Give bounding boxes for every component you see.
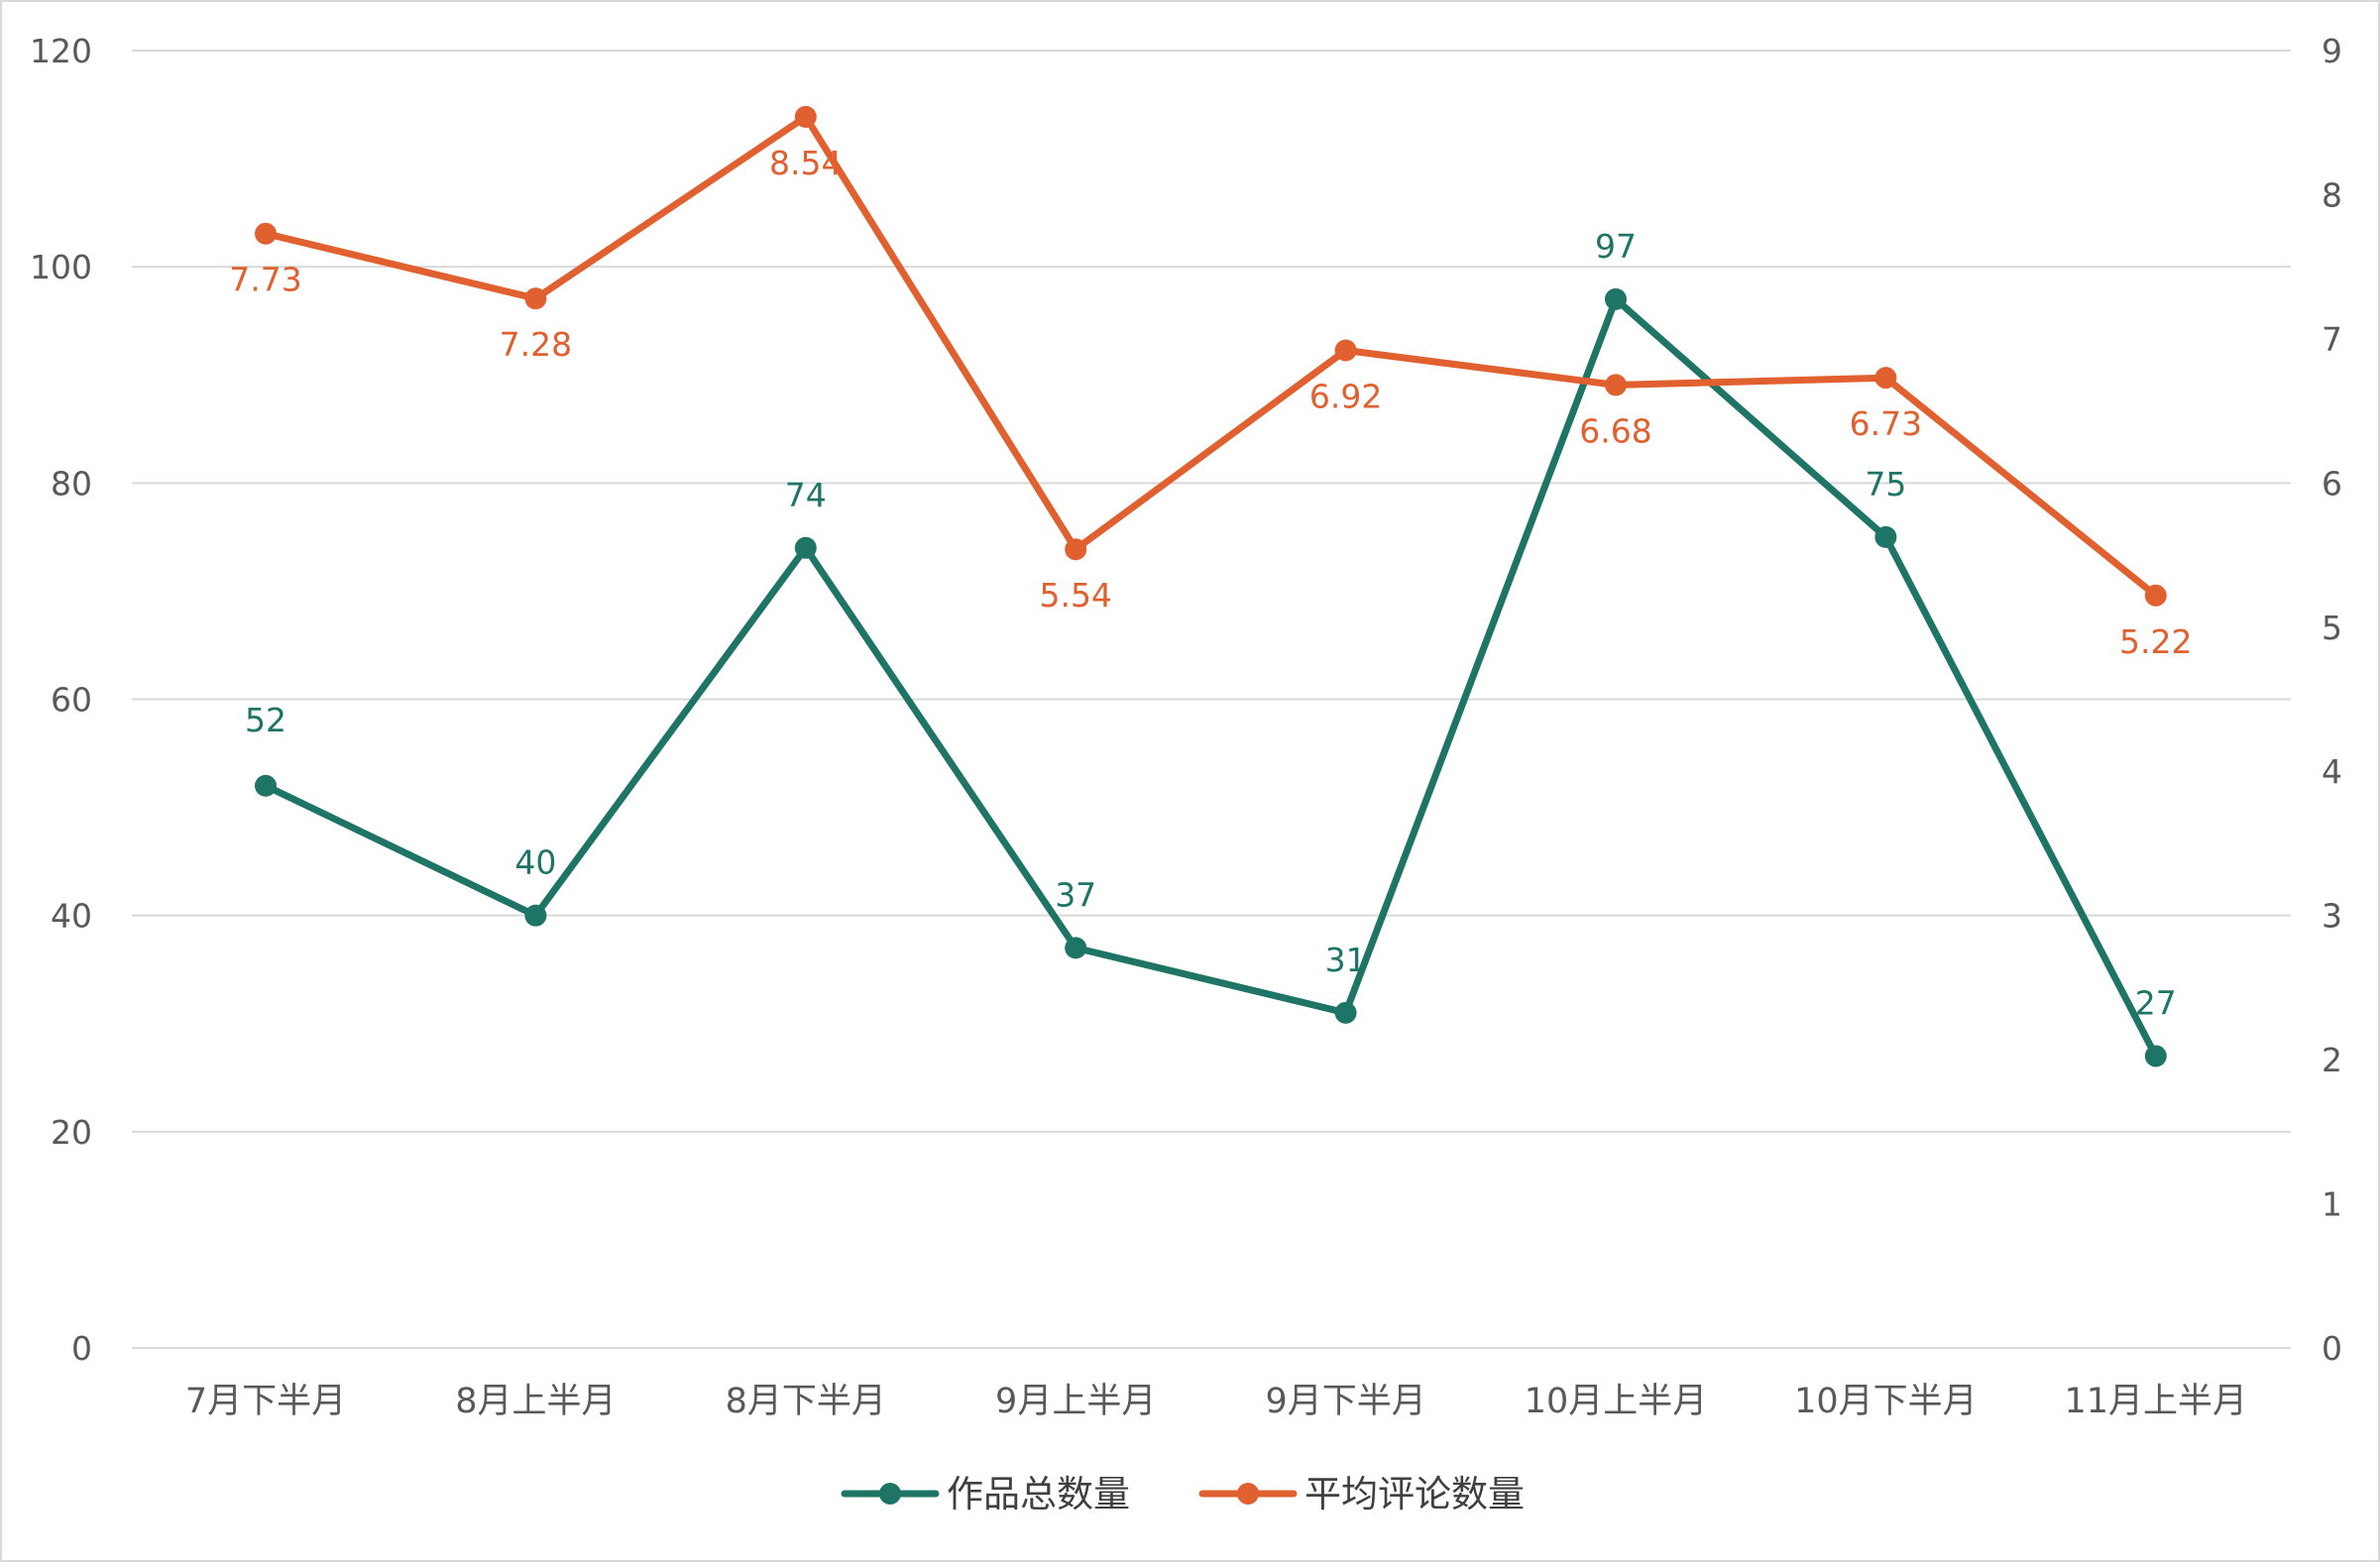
gridlines (132, 50, 2291, 1349)
data-point (2144, 1045, 2167, 1067)
x-tick-label: 8月下半月 (726, 1382, 886, 1421)
y-right-tick-label: 0 (2322, 1329, 2342, 1368)
data-point (2144, 584, 2167, 607)
data-point (1874, 525, 1897, 548)
data-point (1334, 339, 1357, 362)
y-right-tick-label: 2 (2322, 1041, 2342, 1079)
x-tick-label: 8月上半月 (455, 1382, 616, 1421)
data-label: 5.54 (1039, 576, 1111, 615)
x-axis: 7月下半月 8月上半月 8月下半月 9月上半月 9月下半月 10月上半月 10月下半月 11月… (185, 1382, 2247, 1421)
x-tick-label: 10月下半月 (1794, 1382, 1978, 1421)
data-label: 8.54 (769, 144, 842, 182)
data-point (524, 287, 547, 310)
y-left-tick-label: 100 (30, 248, 92, 286)
data-label: 37 (1055, 875, 1096, 914)
y-axis-left: 0 20 40 60 80 100 120 (30, 32, 92, 1368)
data-labels: 52 40 74 37 31 97 75 27 7.73 7.28 8.54 5.54 6.92 6.68… (229, 144, 2192, 1023)
series-lines (255, 105, 2167, 1067)
series-line-1 (262, 295, 2160, 1060)
data-label: 5.22 (2119, 622, 2192, 661)
y-left-tick-label: 80 (51, 464, 92, 503)
series-line-2 (262, 113, 2160, 600)
legend-marker (879, 1483, 901, 1505)
data-point (1334, 1001, 1357, 1024)
data-label: 52 (245, 701, 286, 739)
y-right-tick-label: 4 (2322, 752, 2342, 791)
y-right-tick-label: 1 (2322, 1185, 2342, 1224)
x-tick-label: 10月上半月 (1525, 1382, 1708, 1421)
y-right-tick-label: 6 (2322, 464, 2342, 503)
data-point (1065, 538, 1087, 561)
data-point (1065, 937, 1087, 959)
y-left-tick-label: 60 (51, 681, 92, 720)
legend-label: 作品总数量 (947, 1473, 1130, 1515)
data-point (1605, 374, 1627, 396)
data-label: 7.28 (500, 325, 572, 364)
data-point (255, 774, 277, 797)
legend-marker (1237, 1483, 1259, 1505)
data-point (1605, 287, 1627, 310)
data-label: 74 (785, 476, 827, 514)
data-point (794, 105, 817, 128)
data-point (524, 904, 547, 927)
y-axis-right: 0 1 2 3 4 5 6 7 8 9 (2322, 32, 2342, 1368)
data-label: 31 (1325, 941, 1367, 979)
x-tick-label: 9月上半月 (995, 1382, 1156, 1421)
data-label: 27 (2135, 983, 2177, 1022)
y-right-tick-label: 3 (2322, 897, 2342, 936)
y-right-tick-label: 9 (2322, 32, 2342, 70)
y-left-tick-label: 0 (71, 1329, 92, 1368)
data-point (1874, 367, 1897, 390)
y-left-tick-label: 40 (51, 897, 92, 936)
y-right-tick-label: 7 (2322, 320, 2342, 359)
legend-label: 平均评论数量 (1304, 1473, 1525, 1515)
y-right-tick-label: 5 (2322, 609, 2342, 647)
x-tick-label: 9月下半月 (1265, 1382, 1425, 1421)
data-label: 75 (1865, 465, 1906, 504)
data-label: 6.92 (1309, 378, 1382, 416)
data-label: 6.73 (1850, 404, 1922, 443)
y-left-tick-label: 120 (30, 32, 92, 70)
data-label: 40 (514, 843, 556, 882)
data-point (255, 222, 277, 245)
data-point (794, 536, 817, 559)
x-tick-label: 7月下半月 (185, 1382, 346, 1421)
legend: 作品总数量 平均评论数量 (841, 1473, 1525, 1515)
data-label: 7.73 (229, 261, 301, 299)
data-label: 97 (1595, 227, 1637, 266)
x-tick-label: 11月上半月 (2065, 1382, 2248, 1421)
data-label: 6.68 (1579, 411, 1651, 450)
y-left-tick-label: 20 (51, 1113, 92, 1152)
y-right-tick-label: 8 (2322, 175, 2342, 214)
